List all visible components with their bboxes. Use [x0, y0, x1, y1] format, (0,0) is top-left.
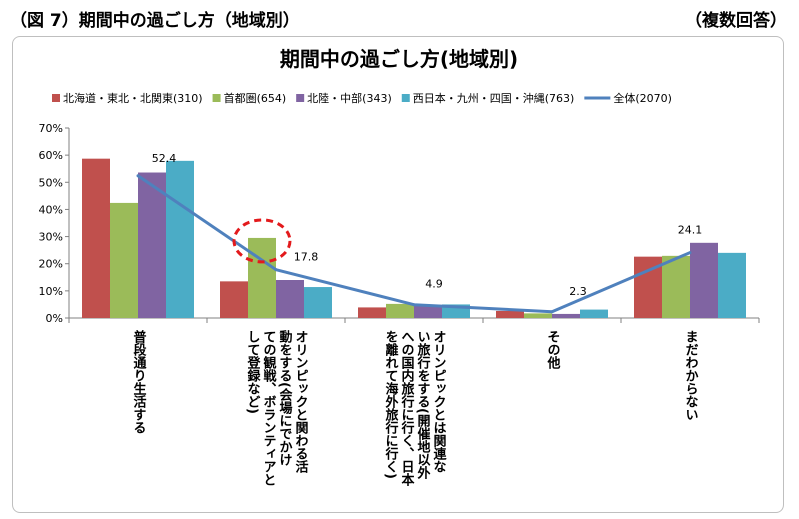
data-label: 24.1 — [678, 224, 703, 237]
category-labels: 普段通り生活する オリンピックと関わる活動をする(会場にでかけての観戦、ボランティ… — [131, 329, 699, 487]
bar — [220, 281, 248, 318]
bar — [110, 202, 138, 318]
line-point — [136, 174, 140, 178]
category-label: 普段通り生活する — [131, 329, 147, 434]
line-point — [274, 268, 278, 272]
legend-swatch — [401, 94, 410, 102]
category-label: オリンピックとは関連な — [431, 330, 447, 473]
bar — [304, 287, 332, 318]
multiple-answer-note: （複数回答） — [685, 11, 787, 31]
bar — [248, 237, 276, 318]
legend-label: 北陸・中部(343) — [307, 91, 392, 105]
highlight — [232, 218, 292, 264]
y-tick-label: 30% — [39, 231, 63, 244]
y-tick-label: 60% — [39, 149, 63, 162]
category-label: への国内旅行に行く、日本 — [399, 330, 416, 487]
bar — [358, 307, 386, 318]
legend-label: 西日本・九州・四国・沖縄(763) — [413, 91, 575, 105]
y-axis: 0% 10% 20% 30% 40% 50% 60% 70% — [39, 122, 760, 325]
figure-caption: （図 7）期間中の過ごし方（地域別） — [10, 11, 300, 31]
legend-swatch — [52, 94, 60, 102]
bar — [662, 255, 690, 318]
bar — [552, 313, 580, 318]
line-point — [412, 303, 416, 307]
category-label: ての観戦、ボランティアと — [261, 330, 278, 486]
bar — [414, 305, 442, 318]
y-tick-label: 50% — [39, 176, 63, 189]
y-tick-label: 70% — [39, 122, 63, 135]
line-point — [688, 251, 692, 255]
category-label: い旅行をする(開催地以外 — [415, 330, 432, 480]
bars — [82, 158, 746, 318]
bar — [580, 309, 608, 318]
legend-swatch — [212, 94, 221, 102]
bar — [276, 280, 304, 318]
bar — [496, 310, 524, 318]
legend-label: 首都圏(654) — [224, 91, 287, 105]
y-tick-label: 40% — [39, 203, 63, 216]
data-label: 52.4 — [152, 152, 177, 165]
y-tick-label: 10% — [39, 285, 63, 298]
data-labels: 52.4 17.8 4.9 2.3 24.1 — [152, 152, 703, 298]
bar — [138, 172, 166, 318]
category-label: その他 — [545, 330, 562, 370]
legend-label: 北海道・東北・北関東(310) — [63, 91, 203, 105]
bar — [82, 158, 110, 318]
chart-title: 期間中の過ごし方(地域別) — [280, 47, 518, 71]
chart-frame — [12, 36, 784, 513]
bar — [166, 160, 194, 318]
highlight-circle — [232, 218, 292, 264]
data-label: 17.8 — [294, 251, 319, 264]
y-tick-label: 0% — [46, 312, 63, 325]
bar — [718, 252, 746, 318]
legend-swatch — [296, 94, 305, 102]
total-line-series — [136, 174, 692, 314]
legend-label: 全体(2070) — [613, 91, 672, 105]
data-label: 2.3 — [569, 285, 587, 298]
legend: 北海道・東北・北関東(310) 首都圏(654) 北陸・中部(343) 西日本・九州・… — [52, 91, 672, 105]
bar — [524, 313, 552, 318]
line-point — [550, 310, 554, 314]
bar — [690, 242, 718, 318]
bar — [386, 303, 414, 318]
category-label: まだわからない — [683, 330, 699, 421]
category-label: 動をする(会場にでかけ — [277, 329, 293, 466]
category-label: を離れて海外旅行に行く) — [383, 330, 400, 479]
category-label: オリンピックと関わる活 — [293, 330, 309, 474]
category-label: して登録など) — [245, 330, 262, 414]
data-label: 4.9 — [425, 278, 443, 291]
y-tick-label: 20% — [39, 258, 63, 271]
